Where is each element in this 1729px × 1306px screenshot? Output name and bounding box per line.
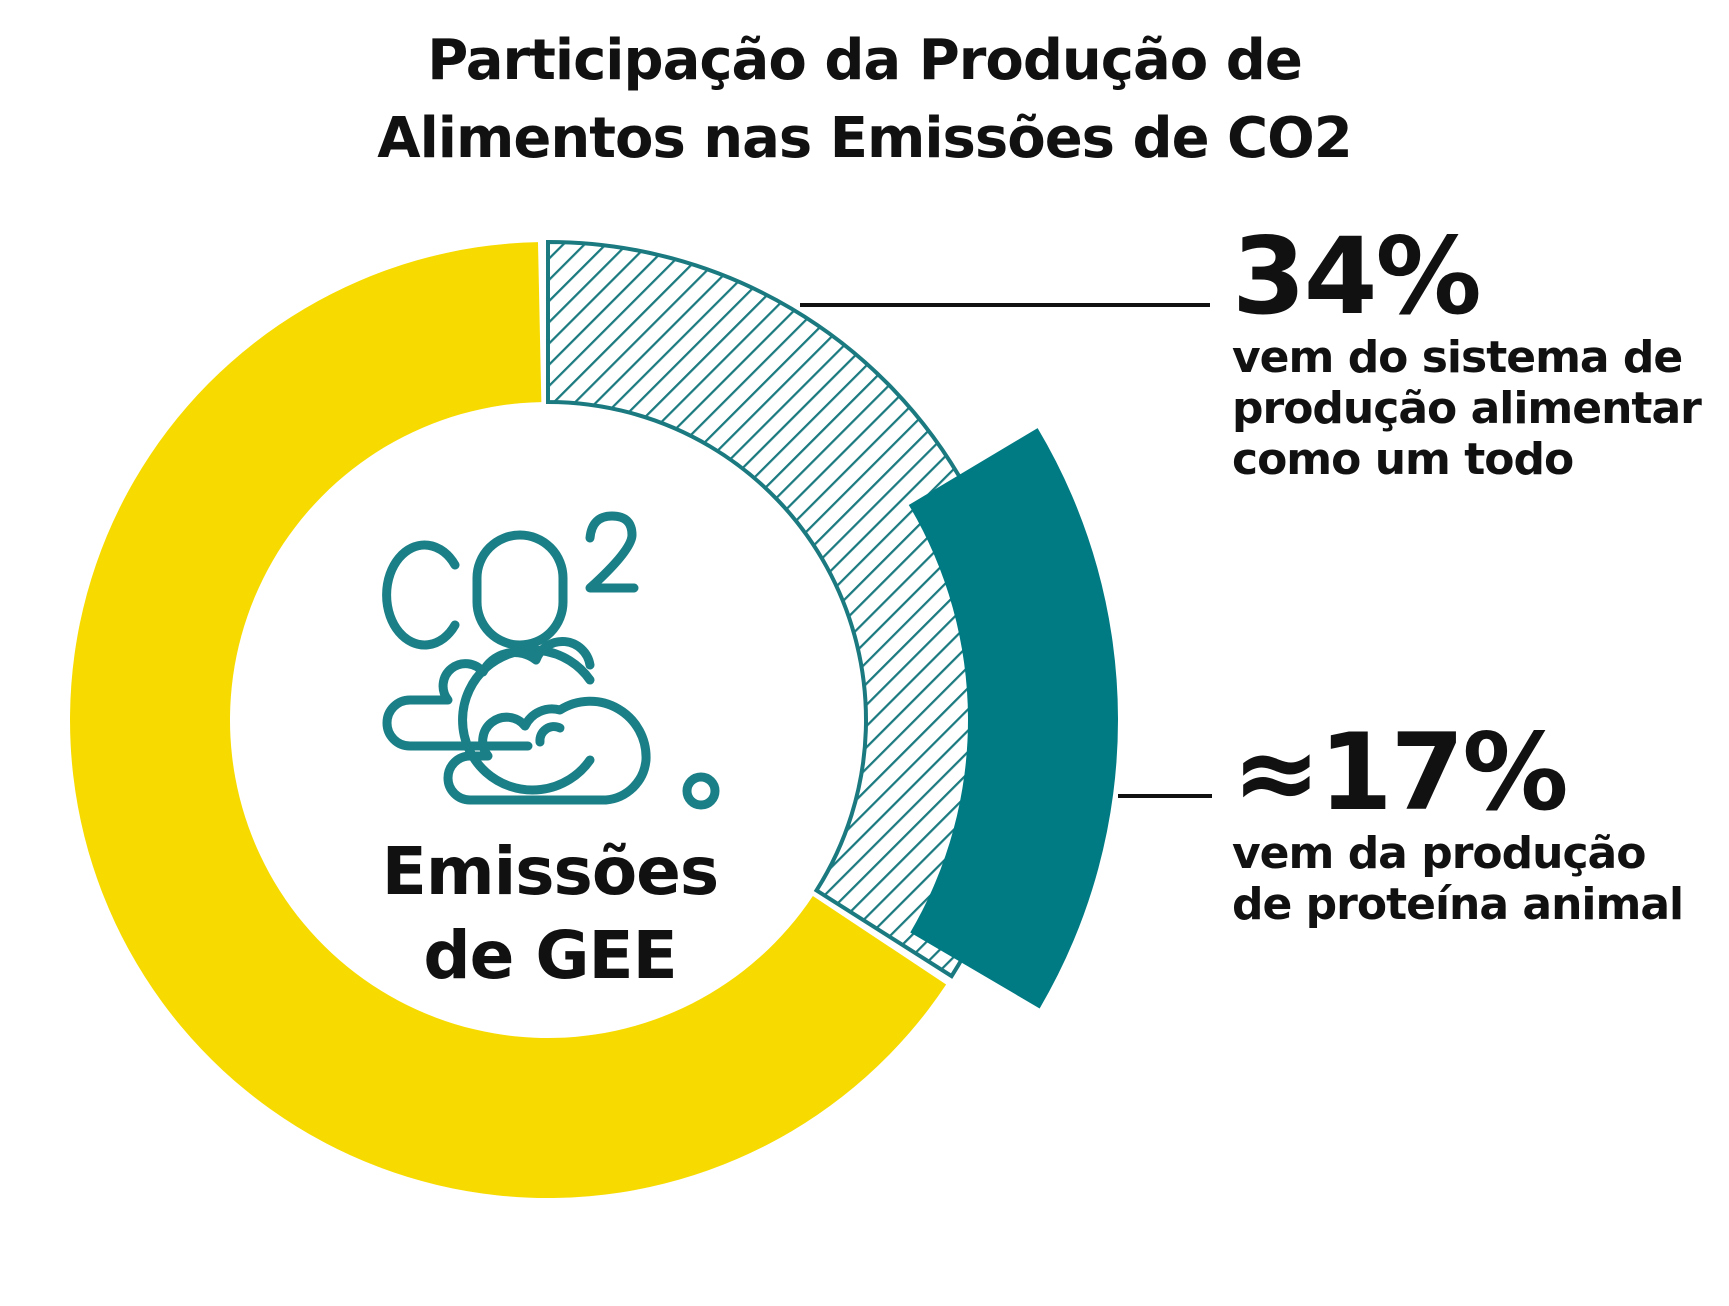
data-label-17: ≈17% xyxy=(1232,711,1569,834)
chart-title-line-1: Participação da Produção de xyxy=(427,28,1303,93)
center-label-line-1: Emissões xyxy=(381,833,719,910)
data-label-34: 34% xyxy=(1232,215,1482,338)
callout-food-system: 34% vem do sistema de produção alimentar… xyxy=(1232,215,1702,486)
chart-title-line-2: Alimentos nas Emissões de CO2 xyxy=(377,106,1352,171)
callout-food-system-line-3: como um todo xyxy=(1232,434,1574,485)
center-label-line-2: de GEE xyxy=(423,917,677,994)
callout-animal-protein-line-2: de proteína animal xyxy=(1232,879,1684,930)
center-label: Emissões de GEE xyxy=(345,830,755,998)
callout-animal-protein: ≈17% vem da produção de proteína animal xyxy=(1232,711,1684,931)
co2-cloud-icon xyxy=(382,511,720,810)
chart-title: Participação da Produção de Alimentos na… xyxy=(0,22,1729,178)
pie-slice-other xyxy=(69,242,947,1199)
callout-food-system-line-2: produção alimentar xyxy=(1232,383,1702,434)
callout-animal-protein-line-1: vem da produção xyxy=(1232,828,1646,879)
pie-slice-animal-protein xyxy=(908,428,1119,1009)
callout-food-system-line-1: vem do sistema de xyxy=(1232,332,1683,383)
